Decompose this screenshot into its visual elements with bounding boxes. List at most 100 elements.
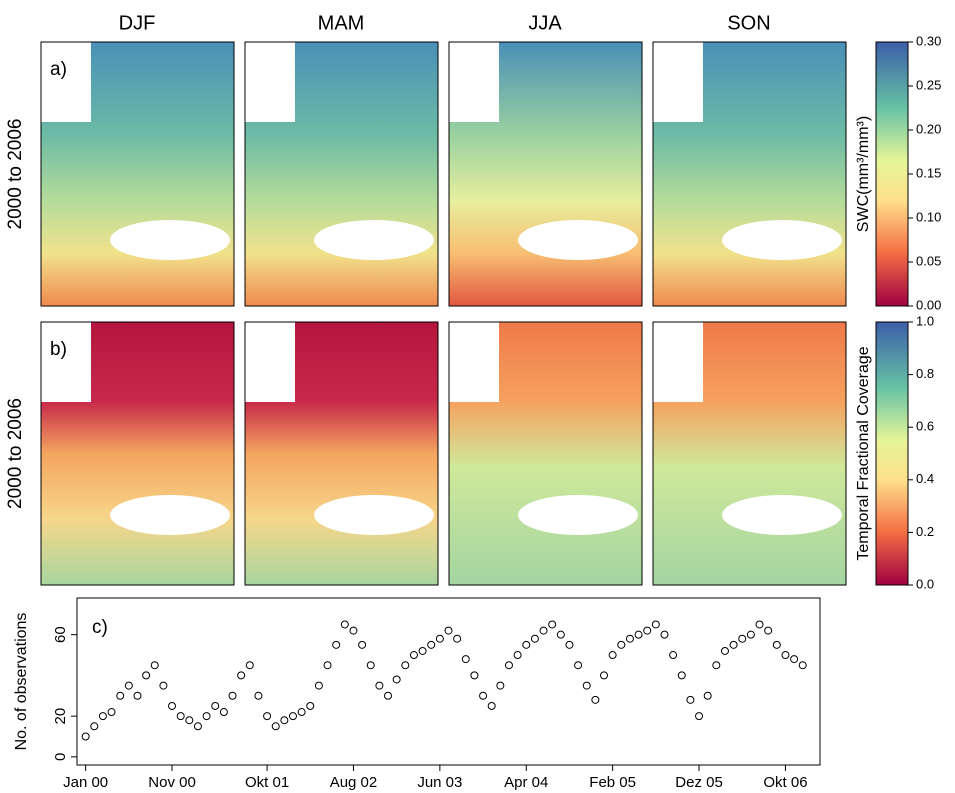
point (772, 640, 781, 649)
colorbar-tick-label: 0.15 (916, 165, 941, 180)
point (384, 691, 393, 700)
point (366, 661, 375, 670)
point (159, 681, 168, 690)
panel-letter: b) (50, 339, 67, 360)
point (392, 675, 401, 684)
point (202, 712, 211, 721)
point (720, 646, 729, 655)
point (219, 708, 228, 717)
x-tick-label: Dez 05 (675, 774, 723, 791)
point (453, 634, 462, 643)
point (142, 671, 151, 680)
point (669, 651, 678, 660)
column-title: JJA (528, 12, 562, 34)
point (781, 651, 790, 660)
point (271, 722, 280, 731)
point (176, 712, 185, 721)
colorbar (875, 321, 909, 586)
point (116, 691, 125, 700)
x-tick-label: Apr 04 (504, 774, 548, 791)
point (375, 681, 384, 690)
colorbar-tick-label: 0.0 (916, 576, 934, 591)
colorbar-tick-label: 0.10 (916, 209, 941, 224)
colorbar-tick-label: 0.6 (916, 419, 934, 434)
point (729, 640, 738, 649)
colorbar-tick-label: 1.0 (916, 313, 934, 328)
point (522, 640, 531, 649)
column-title: SON (727, 12, 770, 34)
point (798, 661, 807, 670)
colorbar-tick-label: 0.20 (916, 121, 941, 136)
point (712, 661, 721, 670)
point (280, 716, 289, 725)
point (565, 640, 574, 649)
x-tick-label: Jan 00 (63, 774, 108, 791)
point (288, 712, 297, 721)
map (40, 41, 235, 307)
column-title: DJF (119, 12, 156, 34)
point (703, 691, 712, 700)
map (652, 321, 847, 586)
point (263, 712, 272, 721)
point (81, 732, 90, 741)
point (401, 661, 410, 670)
point (228, 691, 237, 700)
point (124, 681, 133, 690)
plot-frame (76, 597, 821, 766)
point (617, 640, 626, 649)
point (237, 671, 246, 680)
point (643, 626, 652, 635)
x-tick-label: Okt 06 (763, 774, 807, 791)
point (470, 671, 479, 680)
colorbar-tick-label: 0.25 (916, 77, 941, 92)
panel-letter: c) (92, 617, 108, 638)
point (608, 651, 617, 660)
point (496, 681, 505, 690)
point (548, 620, 557, 629)
point (211, 701, 220, 710)
point (133, 691, 142, 700)
point (695, 712, 704, 721)
colorbar-label: Temporal Fractional Coverage (855, 346, 872, 560)
colorbar-tick-label: 0.4 (916, 471, 934, 486)
point (245, 661, 254, 670)
y-tick-label: 0 (52, 753, 69, 761)
colorbar-tick-label: 0.2 (916, 524, 934, 539)
colorbar-tick-label: 0.30 (916, 33, 941, 48)
point (479, 691, 488, 700)
point (764, 626, 773, 635)
map-panels (40, 41, 847, 586)
point (746, 630, 755, 639)
x-tick-label: Aug 02 (330, 774, 378, 791)
map (652, 41, 847, 307)
point (409, 651, 418, 660)
point (738, 634, 747, 643)
x-tick-label: Okt 01 (245, 774, 289, 791)
row-label: 2000 to 2006 (5, 398, 26, 509)
point (530, 634, 539, 643)
map (244, 321, 439, 586)
point (556, 630, 565, 639)
point (513, 651, 522, 660)
point (790, 655, 799, 664)
point (574, 661, 583, 670)
point (107, 708, 116, 717)
y-tick-label: 60 (52, 626, 69, 643)
point (461, 655, 470, 664)
colorbar (875, 41, 909, 307)
point (427, 640, 436, 649)
column-title: MAM (318, 12, 365, 34)
point (323, 661, 332, 670)
point (677, 671, 686, 680)
colorbar-tick-label: 0.8 (916, 366, 934, 381)
point (582, 681, 591, 690)
x-tick-label: Jun 03 (417, 774, 462, 791)
map (448, 41, 643, 307)
point (168, 701, 177, 710)
point (487, 701, 496, 710)
point (254, 691, 263, 700)
point (340, 620, 349, 629)
point (651, 620, 660, 629)
point (332, 640, 341, 649)
panel-letter: a) (50, 59, 67, 80)
